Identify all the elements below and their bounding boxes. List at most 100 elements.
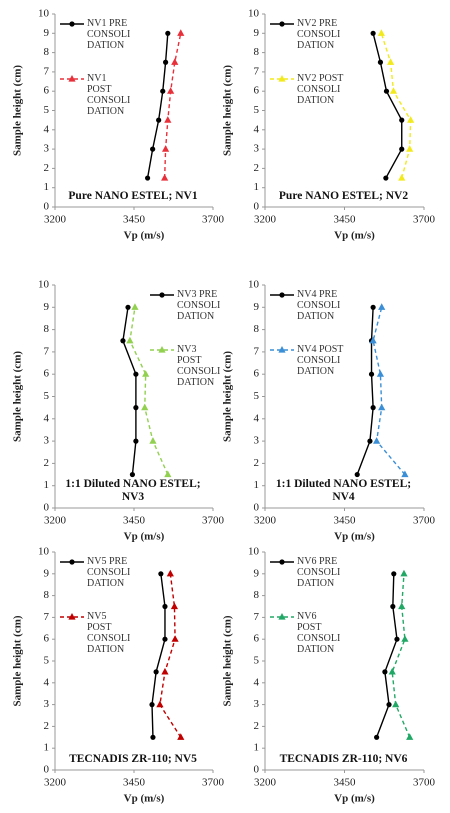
data-point	[156, 700, 164, 708]
x-tick-label: 3450	[334, 214, 357, 226]
y-tick-label: 2	[254, 720, 260, 732]
y-tick-label: 6	[44, 85, 50, 97]
data-point	[170, 602, 179, 610]
y-tick-label: 4	[44, 412, 50, 424]
y-tick-label: 7	[254, 345, 260, 357]
data-point	[387, 58, 395, 65]
data-point	[401, 470, 409, 478]
legend-marker	[279, 559, 285, 565]
data-point	[391, 571, 397, 577]
y-tick-label: 7	[44, 611, 50, 623]
data-point	[158, 571, 164, 577]
data-point	[376, 370, 385, 377]
data-point	[390, 603, 396, 610]
panel-label: 1:1 Diluted NANO ESTEL; NV3	[65, 478, 201, 503]
y-tick-label: 4	[254, 676, 260, 688]
data-point	[126, 336, 134, 344]
data-point	[406, 145, 414, 152]
x-tick-label: 3700	[202, 214, 225, 226]
y-tick-label: 10	[248, 279, 260, 291]
data-point	[392, 700, 400, 708]
legend-label: NV5 PRE CONSOLI DATION	[87, 556, 131, 589]
legend-label: NV4 POST CONSOLI DATION	[297, 344, 344, 377]
data-point	[164, 470, 172, 478]
panel-label: TECNADIS ZR-110; NV5	[69, 753, 197, 765]
data-point	[150, 734, 156, 740]
series-line	[146, 33, 169, 179]
data-point	[160, 88, 166, 94]
y-tick-label: 5	[44, 104, 50, 116]
y-tick-label: 0	[44, 502, 50, 514]
panel-label: Pure NANO ESTEL; NV2	[278, 190, 409, 202]
x-axis-title: Vp (m/s)	[124, 793, 165, 805]
data-point	[389, 87, 398, 94]
x-tick-label: 3450	[123, 214, 146, 226]
data-point	[388, 667, 396, 675]
legend-label: NV1 POST CONSOLI DATION	[87, 73, 131, 117]
series-line	[356, 307, 374, 475]
y-axis-title: Sample height (cm)	[222, 351, 234, 442]
y-tick-label: 8	[254, 323, 260, 335]
data-point	[166, 569, 174, 577]
y-tick-label: 0	[44, 201, 50, 213]
data-point	[383, 175, 389, 181]
y-tick-label: 8	[44, 323, 50, 335]
data-point	[398, 602, 406, 610]
series-line	[391, 573, 411, 738]
x-tick-label: 3450	[123, 777, 146, 789]
data-point	[377, 29, 385, 36]
data-point	[378, 403, 386, 411]
x-tick-label: 3450	[334, 777, 357, 789]
data-point	[165, 30, 171, 36]
panel-label: Pure NANO ESTEL; NV1	[68, 190, 198, 202]
data-point	[149, 437, 157, 444]
series-line	[122, 307, 137, 475]
y-tick-label: 6	[44, 368, 50, 380]
legend-marker	[278, 75, 286, 82]
data-point	[131, 303, 139, 310]
y-tick-label: 10	[38, 8, 50, 20]
data-point	[171, 58, 179, 65]
x-tick-label: 3200	[254, 214, 277, 226]
x-tick-label: 3200	[44, 777, 67, 789]
y-tick-label: 7	[254, 65, 260, 77]
y-axis-title: Sample height (cm)	[222, 615, 234, 706]
legend-marker	[68, 613, 76, 620]
y-tick-label: 0	[254, 764, 260, 776]
x-tick-label: 3200	[44, 214, 67, 226]
data-point	[383, 88, 390, 94]
series-line	[163, 33, 182, 179]
data-point	[133, 405, 139, 411]
y-tick-label: 5	[254, 104, 260, 116]
y-tick-label: 10	[38, 546, 50, 558]
series-line	[151, 573, 166, 738]
y-tick-label: 0	[44, 764, 50, 776]
panel-label: 1:1 Diluted NANO ESTEL; NV4	[275, 478, 412, 503]
y-tick-label: 9	[254, 27, 260, 39]
x-axis-title: Vp (m/s)	[124, 230, 165, 242]
y-tick-label: 2	[254, 457, 260, 469]
data-point	[369, 336, 377, 344]
y-tick-label: 3	[44, 143, 50, 155]
y-tick-label: 4	[44, 676, 50, 688]
series-line	[372, 307, 406, 476]
data-point	[162, 603, 168, 610]
data-point	[394, 636, 400, 642]
data-point	[377, 59, 384, 65]
y-tick-label: 8	[254, 46, 260, 58]
data-point	[374, 734, 380, 740]
y-tick-label: 6	[44, 633, 50, 645]
legend-label: NV6 PRE CONSOLI DATION	[297, 556, 341, 589]
y-tick-label: 7	[44, 65, 50, 77]
y-tick-label: 1	[44, 181, 50, 193]
data-point	[368, 371, 375, 377]
legend-label: NV6 POST CONSOLI DATION	[297, 611, 341, 655]
data-point	[171, 635, 179, 642]
y-tick-label: 2	[44, 457, 50, 469]
legend-label: NV3 PRE CONSOLI DATION	[177, 289, 221, 322]
data-point	[406, 733, 414, 740]
legend-marker	[69, 21, 75, 27]
data-point	[177, 29, 185, 36]
data-point	[120, 338, 126, 344]
